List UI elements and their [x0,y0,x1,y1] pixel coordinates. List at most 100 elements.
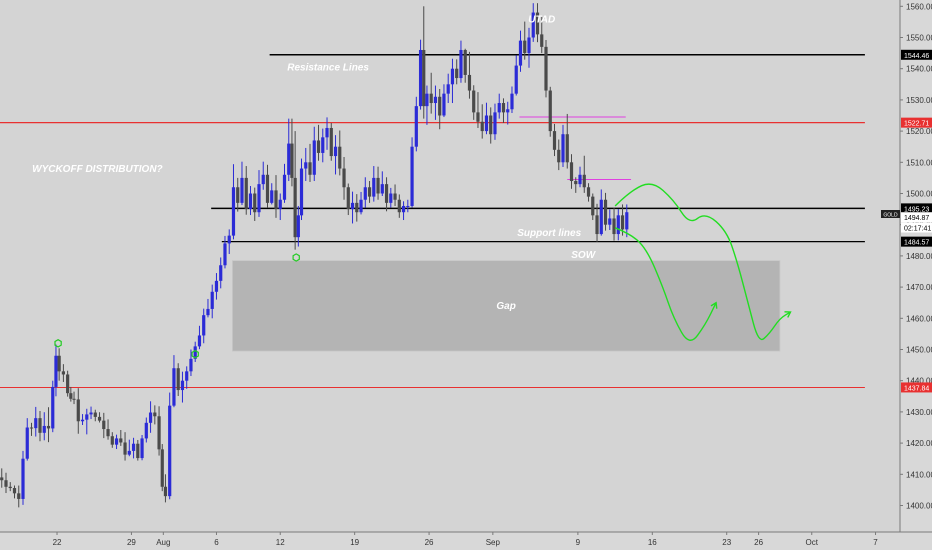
candle-body [429,93,433,104]
candle-45 [136,439,140,461]
marker-0[interactable] [54,339,62,348]
candle-55 [176,363,180,396]
candle-109 [401,201,406,221]
candle-126 [472,85,476,120]
candle-body [278,199,282,210]
candle-40 [114,434,119,450]
candle-41 [119,429,123,446]
candle-28 [66,370,70,397]
y-axis-panel [900,0,932,550]
candle-139 [527,27,531,68]
candle-body [422,49,426,107]
candle-128 [480,104,484,139]
marker-1[interactable] [191,349,199,359]
candle-122 [455,59,459,85]
candle-body [329,127,333,157]
y-tick-label-15: 1550.00 [906,34,932,43]
candle-body [557,149,561,163]
candle-108 [397,194,401,218]
candle-100 [363,177,367,208]
candle-73 [253,187,257,221]
candle-body [616,215,620,235]
candle-129 [484,102,489,135]
candle-body [548,90,552,132]
candle-99 [359,191,363,215]
candle-body [66,374,70,394]
y-tick-label-12: 1520.00 [906,127,932,136]
candle-body [501,103,506,113]
y-tick-label-3: 1430.00 [906,408,932,417]
candle-body [257,184,261,213]
candle-body [510,93,514,110]
candle-18 [25,418,29,461]
candle-body [202,315,206,336]
annotation-4: SOW [571,250,596,261]
projection-path-1[interactable] [614,227,717,341]
candle-134 [506,101,510,125]
candle-body [54,355,58,387]
candle-90 [321,128,325,163]
candle-body [110,436,114,445]
annotation-3: Support lines [517,228,581,239]
candle-131 [493,103,497,140]
candle-117 [433,85,438,120]
candle-body [293,177,297,238]
candle-body [372,177,376,197]
candle-57 [185,366,189,389]
projection-path-0[interactable] [614,183,791,341]
candle-104 [380,171,384,196]
candle-66 [223,235,227,269]
candle-121 [450,58,455,104]
candle-body [342,168,346,188]
symbol-badge [881,210,900,218]
candle-111 [410,137,414,208]
price-tag-2: 1522.71 [901,117,932,128]
candle-body [93,412,97,417]
candle-body [214,280,219,292]
candle-12 [0,468,4,488]
x-tick-label-12: 26 [754,538,763,547]
candle-146 [557,139,561,171]
candle-body [523,40,527,54]
candle-body [355,202,359,213]
candle-24 [51,380,55,433]
candle-20 [34,406,38,437]
candle-body [197,335,202,347]
candle-78 [274,175,278,218]
candle-29 [69,386,73,402]
candle-162 [625,204,629,238]
candle-96 [346,183,350,216]
candle-32 [80,414,85,426]
y-tick-label-1: 1410.00 [906,470,932,479]
x-tick-label-2: 29 [127,538,136,547]
candle-80 [282,163,287,203]
candle-body [153,412,157,417]
candle-42 [123,432,127,461]
candle-body [176,368,180,391]
candle-body [57,355,61,372]
candle-142 [540,16,544,54]
candle-body [410,146,414,206]
candle-58 [189,349,193,377]
candle-149 [569,154,574,189]
candle-153 [586,183,591,202]
price-tag-5: 1484.57 [901,236,932,247]
candle-75 [261,161,265,190]
candle-115 [425,85,429,125]
y-tick-label-2: 1420.00 [906,439,932,448]
candle-body [480,121,484,132]
candle-36 [97,412,102,423]
candle-body [4,480,8,487]
candle-132 [497,93,501,119]
candle-53 [168,392,172,500]
y-tick-label-11: 1510.00 [906,158,932,167]
candle-body [442,93,446,116]
marker-2[interactable] [292,253,300,262]
candle-19 [29,422,34,436]
candle-82 [290,118,294,187]
candle-81 [287,118,291,182]
candle-155 [595,203,599,242]
x-tick-label-6: 19 [350,538,359,547]
candle-127 [476,92,480,128]
